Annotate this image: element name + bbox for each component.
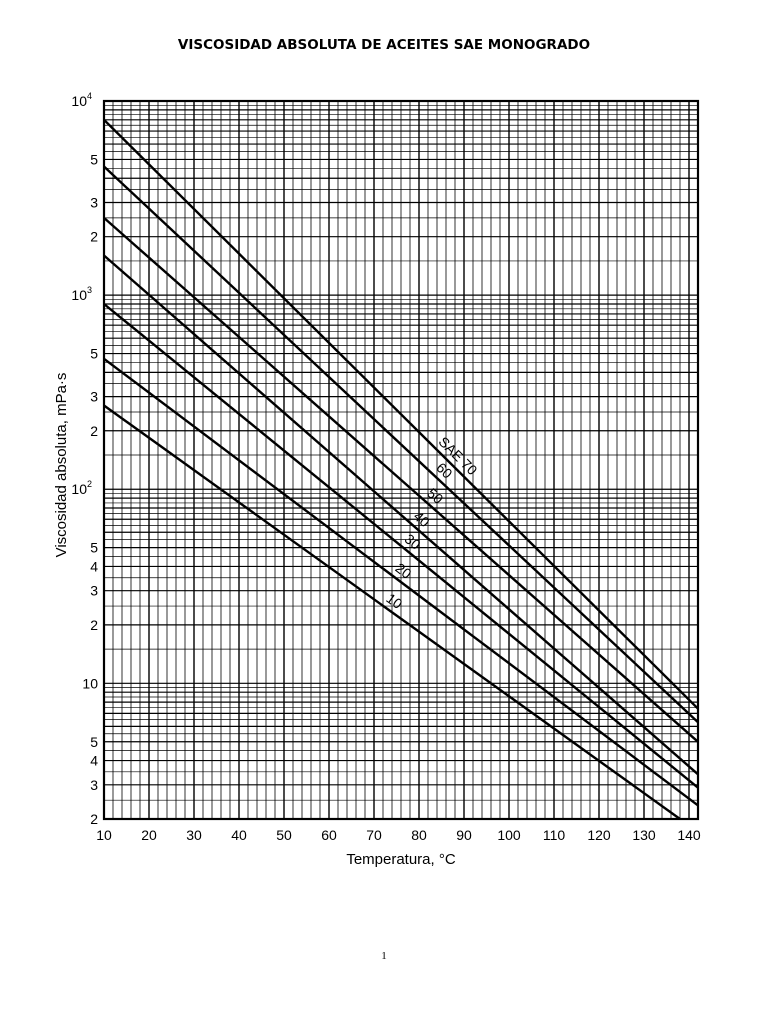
series-line-40 <box>103 254 699 776</box>
page-title: VISCOSIDAD ABSOLUTA DE ACEITES SAE MONOG… <box>177 37 591 53</box>
series-line-30 <box>103 303 699 789</box>
series-line-60 <box>103 165 699 724</box>
x-tick-label: 80 <box>411 827 427 843</box>
y-tick-label: 5 <box>90 734 98 750</box>
x-tick-label: 100 <box>497 827 521 843</box>
x-tick-label: 140 <box>677 827 701 843</box>
series-line-10 <box>103 404 681 820</box>
x-tick-label: 30 <box>186 827 202 843</box>
x-tick-label: 90 <box>456 827 472 843</box>
series-line-sae-70 <box>103 118 699 710</box>
x-tick-label: 60 <box>321 827 337 843</box>
x-tick-label: 130 <box>632 827 656 843</box>
x-tick-label: 40 <box>231 827 247 843</box>
series-line-20 <box>103 357 699 807</box>
y-tick-label: 5 <box>90 540 98 556</box>
y-tick-label: 3 <box>90 194 98 210</box>
y-tick-label: 3 <box>90 583 98 599</box>
y-tick-label: 5 <box>90 346 98 362</box>
y-tick-label: 2 <box>90 617 98 633</box>
y-tick-label: 2 <box>90 811 98 827</box>
y-tick-label: 103 <box>71 285 92 303</box>
y-tick-label: 2 <box>90 423 98 439</box>
x-tick-label: 50 <box>276 827 292 843</box>
y-tick-label: 2 <box>90 229 98 245</box>
grid <box>103 100 699 820</box>
x-tick-label: 120 <box>587 827 611 843</box>
x-tick-labels: 10 20 30 40 50 60 70 80 90 100 110 120 130 140 <box>96 827 701 843</box>
x-tick-label: 20 <box>141 827 157 843</box>
y-tick-label: 4 <box>90 558 98 574</box>
plot-frame <box>102 99 700 821</box>
x-tick-label: 10 <box>96 827 112 843</box>
y-axis-label: Viscosidad absoluta, mPa·s <box>53 373 70 558</box>
y-tick-label: 4 <box>90 753 98 769</box>
series-lines <box>103 118 699 820</box>
x-axis-label: Temperatura, °C <box>346 851 456 868</box>
series-line-50 <box>103 217 699 743</box>
y-tick-label: 10 <box>82 675 98 691</box>
y-tick-label: 3 <box>90 389 98 405</box>
y-tick-label: 104 <box>71 91 92 109</box>
x-tick-label: 110 <box>543 827 566 843</box>
x-tick-label: 70 <box>366 827 382 843</box>
y-tick-label: 5 <box>90 151 98 167</box>
y-tick-label: 102 <box>71 479 92 497</box>
y-tick-label: 3 <box>90 777 98 793</box>
page-number: 1 <box>381 950 387 962</box>
